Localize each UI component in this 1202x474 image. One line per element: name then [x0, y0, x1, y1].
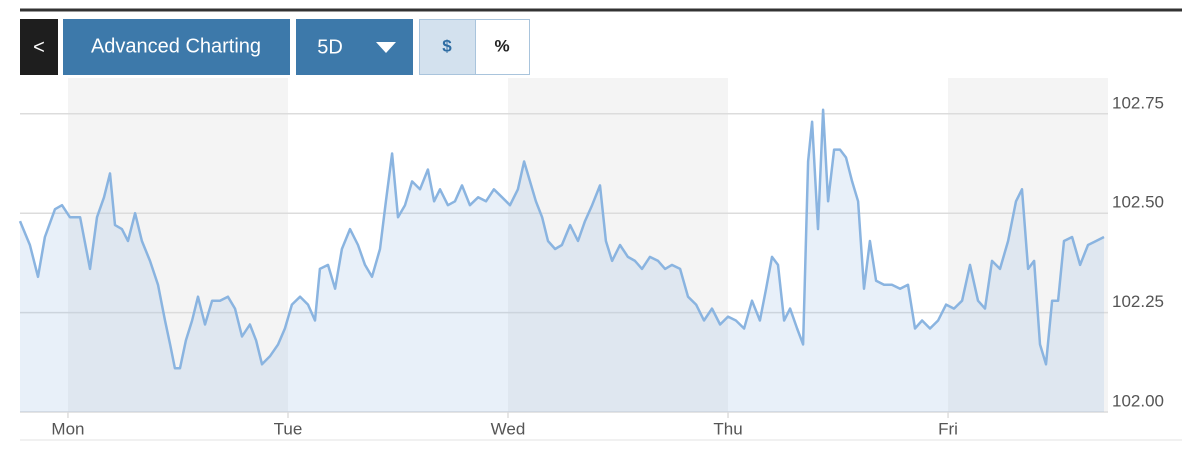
y-tick-label: 102.50: [1112, 193, 1164, 212]
y-tick-label: 102.25: [1112, 292, 1164, 311]
range-dropdown[interactable]: 5D: [296, 19, 413, 75]
range-label: 5D: [317, 36, 343, 58]
day-band: [948, 78, 1108, 412]
back-label: <: [33, 36, 45, 58]
dollar-label: $: [442, 36, 452, 55]
percent-label: %: [494, 36, 509, 55]
x-tick-label: Fri: [938, 419, 958, 438]
advanced-label: Advanced Charting: [91, 35, 261, 57]
y-tick-label: 102.00: [1112, 391, 1164, 410]
y-tick-label: 102.75: [1112, 93, 1164, 112]
day-bands: [67, 78, 1108, 412]
advanced-charting-button[interactable]: Advanced Charting: [63, 19, 290, 75]
day-band: [67, 78, 288, 412]
plot: [18, 108, 1105, 413]
x-tick-label: Thu: [713, 419, 742, 438]
area: [20, 109, 1105, 413]
dollar-toggle[interactable]: $: [419, 19, 476, 75]
percent-toggle[interactable]: %: [475, 19, 530, 75]
dropdown-arrow: [376, 42, 396, 53]
day-band: [508, 78, 729, 412]
x-tick-label: Tue: [274, 419, 303, 438]
line: [18, 108, 1105, 370]
grid: [20, 113, 1108, 418]
back-button[interactable]: <: [20, 19, 58, 75]
x-tick-label: Mon: [51, 419, 84, 438]
x-tick-label: Wed: [491, 419, 526, 438]
